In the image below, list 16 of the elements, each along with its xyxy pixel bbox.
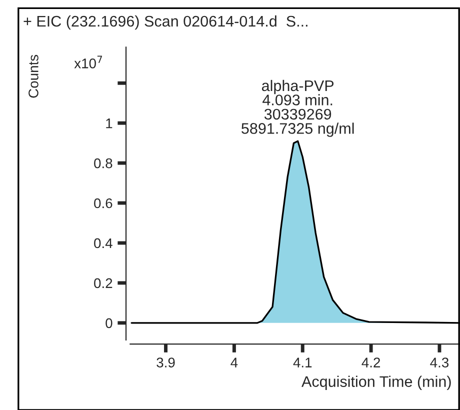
y-tick-label: 0.8 bbox=[94, 158, 112, 168]
x-tick-label: 4 bbox=[230, 358, 238, 368]
x-axis-title: Acquisition Time (min) bbox=[302, 376, 451, 390]
y-tick-label: 1 bbox=[106, 118, 112, 128]
y-axis-title: Counts bbox=[28, 54, 38, 98]
x-tick-label: 3.9 bbox=[156, 358, 175, 368]
annotation: alpha-PVP 4.093 min. 30339269 5891.7325 ng/ml bbox=[242, 80, 354, 137]
y-tick-label: 0 bbox=[106, 318, 112, 328]
y-tick-label: 0.4 bbox=[94, 238, 112, 248]
y-tick-label: 0.2 bbox=[94, 278, 112, 288]
text: x10$^{7}$ bbox=[74, 56, 102, 68]
y-tick-label: 0.6 bbox=[94, 198, 112, 208]
x-tick-label: 4.3 bbox=[430, 358, 449, 368]
x-tick-label: 4.1 bbox=[293, 358, 312, 368]
x-tick-label: 4.2 bbox=[362, 358, 380, 368]
chart-title: + EIC (232.1696) Scan 020614-014.d S... bbox=[24, 15, 308, 30]
